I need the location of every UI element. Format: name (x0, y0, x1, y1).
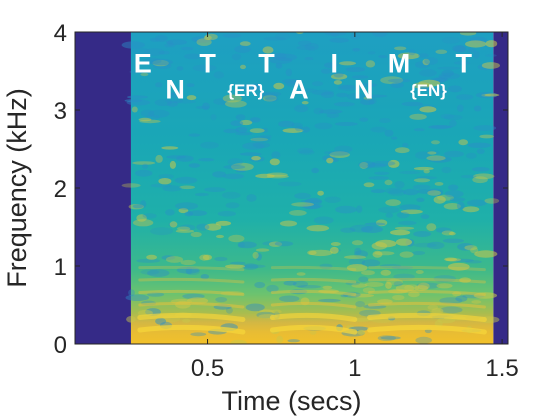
y-tick-label: 2 (54, 176, 67, 203)
phoneme-label: I (330, 49, 338, 79)
spectrogram-texture (121, 32, 500, 344)
phoneme-label: N (165, 74, 185, 104)
y-axis-label: Frequency (kHz) (2, 88, 32, 288)
x-axis-label: Time (secs) (222, 386, 362, 416)
spectrogram-harmonics (137, 265, 487, 335)
y-axis-ticks: 0 1 2 3 4 (54, 20, 508, 359)
phoneme-label: {EN} (410, 81, 447, 100)
phoneme-label: T (199, 49, 216, 79)
phoneme-label: T (258, 49, 275, 79)
y-tick-label: 4 (54, 20, 67, 47)
x-tick-label: 0.5 (191, 355, 224, 382)
x-axis-ticks: 0.5 1 1.5 (191, 32, 519, 382)
y-tick-label: 3 (54, 98, 67, 125)
y-tick-label: 1 (54, 254, 67, 281)
x-tick-label: 1 (348, 355, 361, 382)
phoneme-label: E (134, 49, 152, 79)
y-tick-label: 0 (54, 332, 67, 359)
phoneme-label: N (354, 74, 374, 104)
phoneme-label: T (456, 49, 473, 79)
x-tick-label: 1.5 (485, 355, 518, 382)
phoneme-label: A (289, 74, 309, 104)
silence-region-left (75, 32, 131, 344)
phoneme-label: M (388, 49, 411, 79)
phoneme-label: {ER} (227, 81, 264, 100)
